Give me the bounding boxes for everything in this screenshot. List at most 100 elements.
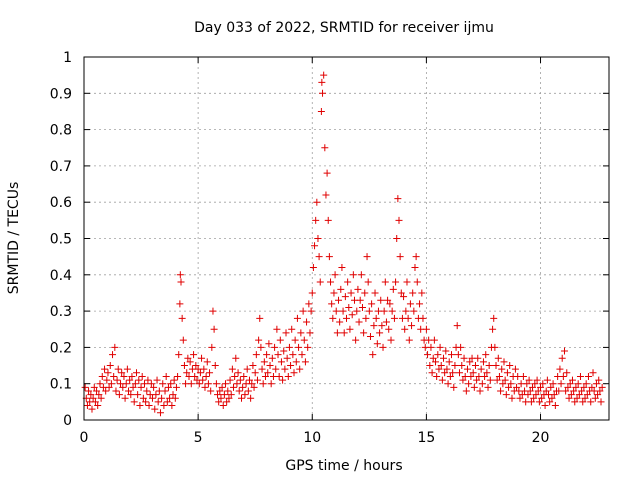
data-point — [177, 278, 185, 286]
data-point — [537, 383, 545, 391]
data-point — [451, 362, 459, 370]
data-point — [122, 380, 130, 388]
data-point — [215, 398, 223, 406]
data-point — [89, 394, 97, 402]
data-point — [168, 401, 176, 409]
data-point — [238, 394, 245, 402]
data-point — [474, 354, 482, 362]
y-tick-label: 0.7 — [50, 159, 72, 175]
data-point — [450, 383, 458, 391]
data-point — [123, 365, 131, 373]
data-point — [373, 340, 381, 348]
data-point — [231, 372, 239, 380]
data-point — [444, 380, 452, 388]
data-point — [190, 351, 198, 359]
data-point — [580, 383, 588, 391]
data-point — [354, 285, 362, 293]
data-point — [247, 394, 255, 402]
data-point — [388, 307, 396, 315]
data-point — [118, 369, 126, 377]
data-point — [401, 325, 409, 333]
data-point — [102, 387, 110, 395]
data-point — [227, 391, 235, 399]
data-point — [411, 264, 419, 272]
data-point — [191, 372, 199, 380]
data-point — [226, 376, 234, 384]
data-point — [104, 369, 112, 377]
data-point — [164, 383, 172, 391]
data-point — [482, 351, 490, 359]
data-point — [345, 303, 353, 311]
data-point — [377, 296, 385, 304]
data-point — [340, 329, 348, 337]
data-point — [311, 242, 319, 250]
data-point — [224, 387, 232, 395]
data-point — [591, 394, 599, 402]
data-point — [328, 300, 336, 308]
data-point — [337, 285, 345, 293]
data-point — [393, 235, 401, 242]
data-point — [471, 362, 479, 370]
data-point — [315, 253, 323, 261]
data-point — [558, 354, 566, 362]
data-point — [138, 372, 146, 380]
data-point — [306, 329, 314, 337]
data-point — [477, 365, 485, 373]
data-point — [394, 195, 402, 203]
data-point — [152, 391, 160, 399]
data-point — [370, 322, 378, 330]
data-point — [170, 376, 178, 384]
data-point — [495, 372, 503, 380]
data-point — [156, 409, 164, 417]
data-point — [436, 343, 444, 351]
data-point — [169, 391, 177, 399]
data-point — [183, 369, 191, 377]
data-point — [142, 398, 150, 406]
data-point — [284, 372, 292, 380]
data-point — [361, 289, 369, 297]
data-point — [582, 380, 590, 388]
data-point — [206, 369, 214, 377]
y-tick-label: 0.9 — [50, 86, 72, 102]
data-point — [441, 369, 449, 377]
data-point — [595, 376, 603, 384]
data-point — [365, 307, 373, 315]
data-point — [564, 383, 572, 391]
data-point — [530, 394, 538, 402]
data-point — [151, 405, 159, 413]
data-point — [241, 391, 249, 399]
data-point — [314, 235, 322, 242]
data-point — [271, 343, 279, 351]
data-point — [484, 383, 492, 391]
data-point — [424, 351, 432, 359]
data-point — [176, 271, 184, 279]
data-point — [390, 314, 398, 322]
data-point — [308, 289, 316, 297]
data-point — [525, 376, 533, 384]
data-point — [114, 365, 122, 373]
data-point — [397, 289, 405, 297]
data-point — [305, 300, 313, 308]
data-point — [210, 325, 218, 333]
data-point — [463, 365, 471, 373]
data-point — [485, 362, 493, 370]
data-point — [257, 343, 265, 351]
data-point — [344, 278, 352, 286]
data-point — [531, 380, 539, 388]
data-point — [309, 264, 317, 272]
data-point — [469, 369, 477, 377]
data-point — [288, 325, 296, 333]
chart-title: Day 033 of 2022, SRMTID for receiver ijm… — [194, 20, 494, 36]
data-point — [176, 300, 184, 308]
data-point — [321, 144, 329, 152]
data-point — [547, 383, 555, 391]
data-point — [491, 343, 499, 351]
data-point — [503, 369, 511, 377]
data-point — [597, 398, 605, 406]
y-tick-label: 0 — [63, 413, 72, 429]
data-point — [416, 300, 424, 308]
data-point — [524, 391, 532, 399]
data-point — [136, 401, 144, 409]
data-point — [578, 387, 586, 395]
data-point — [419, 314, 427, 322]
